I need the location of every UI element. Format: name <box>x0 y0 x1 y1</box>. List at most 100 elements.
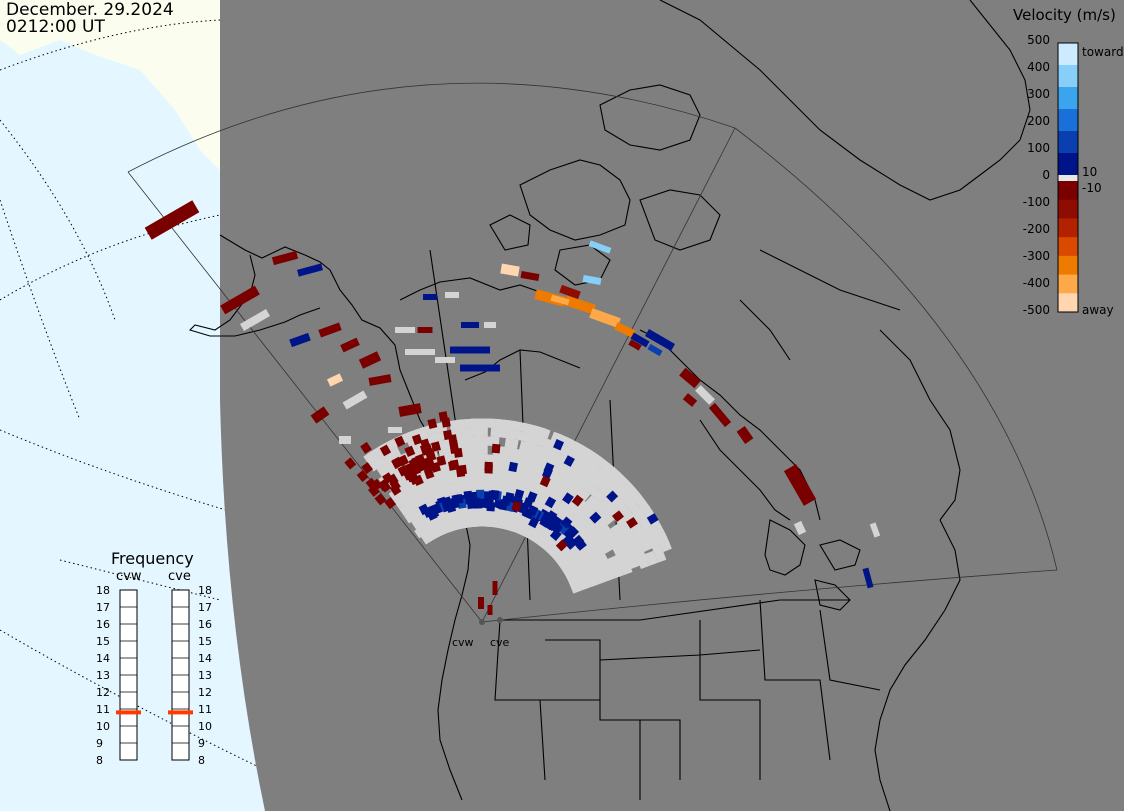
velocity-colorbar <box>1057 42 1079 313</box>
frequency-tick-label: 12 <box>96 686 110 699</box>
date-label: December. 29.2024 <box>6 0 174 20</box>
velocity-tick-label: -400 <box>1022 276 1050 290</box>
frequency-tick-label: 9 <box>198 737 205 750</box>
frequency-tick-label: 10 <box>96 720 110 733</box>
scatter-cell <box>448 460 458 471</box>
scatter-cell <box>645 329 675 351</box>
colorbar-segment <box>1058 153 1078 176</box>
frequency-tick-label: 11 <box>198 703 212 716</box>
scatter-cell <box>482 418 493 428</box>
radar-label-cve: cve <box>490 636 510 649</box>
scatter-cell <box>361 462 373 475</box>
scatter-cell <box>490 427 501 438</box>
scatter-cell <box>448 434 458 445</box>
velocity-title: Velocity (m/s) <box>1013 6 1116 24</box>
scatter-cell <box>414 525 427 539</box>
freq-radar-name-cve: cve <box>168 569 191 584</box>
velocity-tick-label: 300 <box>1027 87 1050 101</box>
scatter-cell <box>539 475 551 488</box>
freq-radar-name-cvw: cvw <box>116 569 142 584</box>
frequency-tick-label: 8 <box>96 754 103 767</box>
scatter-cell <box>340 337 360 353</box>
scatter-cell <box>398 503 412 517</box>
scatter-cell <box>520 270 540 282</box>
frequency-tick-label: 17 <box>96 601 110 614</box>
scatter-cell <box>589 511 602 524</box>
scatter-cell <box>486 501 496 512</box>
colorbar-segment <box>1058 181 1078 201</box>
scatter-cell <box>310 406 330 424</box>
ice-region <box>0 0 220 170</box>
frequency-bars <box>116 589 193 761</box>
scatter-cell <box>368 374 392 386</box>
scatter-cell <box>445 292 459 298</box>
scatter-cell <box>455 482 466 493</box>
scatter-cell <box>441 417 451 428</box>
scatter-cell <box>478 597 484 609</box>
scatter-cell <box>289 332 311 348</box>
scatter-cell <box>644 550 657 563</box>
scatter-cell <box>564 295 596 315</box>
scatter-cell <box>708 402 732 428</box>
colorbar-frame <box>1057 42 1079 313</box>
scatter-cell <box>679 367 701 389</box>
scatter-cell <box>326 373 344 387</box>
scatter-cell <box>628 339 642 351</box>
scatter-cell <box>695 385 715 405</box>
scatter-cell <box>476 489 485 499</box>
velocity-tick-label: 400 <box>1027 60 1050 74</box>
velocity-tick-label: 200 <box>1027 114 1050 128</box>
frequency-tick-label: 15 <box>198 635 212 648</box>
scatter-cell <box>427 418 438 430</box>
scatter-cell <box>450 346 490 354</box>
frequency-tick-label: 14 <box>198 652 212 665</box>
scatter-cell <box>517 431 529 442</box>
velocity-tick-label: 0 <box>1042 168 1050 182</box>
globe-disk <box>220 0 1124 811</box>
scatter-cell <box>318 322 342 338</box>
frequency-tick-label: 18 <box>198 584 212 597</box>
colorbar-segment <box>1058 65 1078 88</box>
scatter-cell <box>435 357 455 363</box>
scatter-cell <box>379 444 392 457</box>
scatter-cell <box>398 403 422 417</box>
radar-label-cvw: cvw <box>452 636 474 649</box>
frequency-tick-label: 8 <box>198 754 205 767</box>
colorbar-segment <box>1058 131 1078 154</box>
scatter-cell <box>611 510 624 523</box>
scatter-cell <box>419 443 431 455</box>
scatter-cell <box>614 322 636 338</box>
scatter-cell <box>736 425 754 445</box>
backscatter-cells <box>144 200 881 615</box>
scatter-cell <box>403 510 417 524</box>
scatter-cell <box>397 464 409 477</box>
scatter-cell <box>397 454 409 467</box>
scatter-cell <box>395 327 415 333</box>
frequency-tick-label: 17 <box>198 601 212 614</box>
frequency-tick-label: 16 <box>96 618 110 631</box>
scatter-cell <box>418 503 430 516</box>
scatter-cell <box>425 459 436 471</box>
scatter-cell <box>525 432 537 444</box>
scatter-cell <box>449 419 460 431</box>
scatter-cell <box>478 445 488 455</box>
colorbar-segment <box>1058 293 1078 313</box>
frequency-title: Frequency <box>111 549 194 568</box>
small-label-minus: -10 <box>1082 181 1102 195</box>
scatter-cell <box>360 441 372 454</box>
scatter-cell <box>647 343 663 357</box>
small-label-plus: 10 <box>1082 165 1098 179</box>
colorbar-zero-band <box>1058 175 1078 181</box>
scatter-cell <box>500 263 520 277</box>
frequency-tick-label: 15 <box>96 635 110 648</box>
scatter-cell <box>374 493 387 506</box>
scatter-cell <box>379 480 392 493</box>
scatter-cell <box>449 442 459 453</box>
scatter-cell <box>582 274 602 286</box>
scatter-cell <box>563 455 575 467</box>
scatter-cell <box>457 464 468 475</box>
scatter-cell <box>426 450 437 462</box>
scatter-cell <box>387 473 399 486</box>
scatter-cell <box>504 437 515 449</box>
